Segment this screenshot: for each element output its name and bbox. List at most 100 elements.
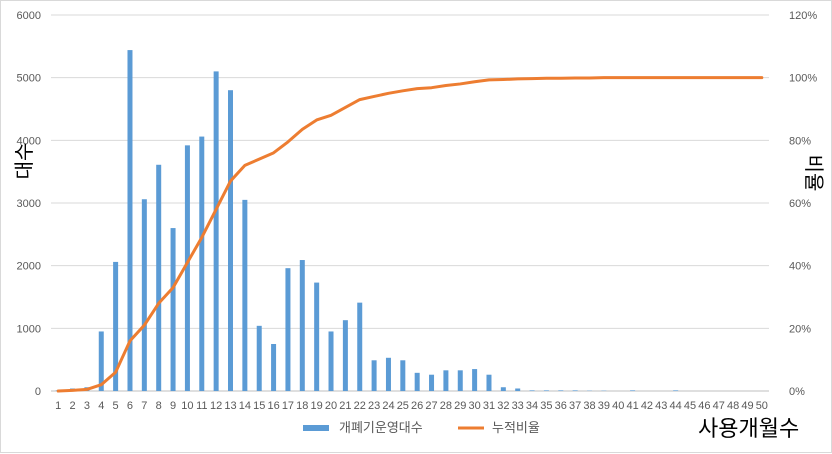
y-left-tick-label: 1000 (17, 323, 41, 335)
y-right-tick-label: 100% (789, 73, 817, 85)
x-tick-label: 34 (526, 400, 538, 412)
y-left-tick-label: 0 (35, 386, 41, 398)
x-tick-label: 37 (569, 400, 581, 412)
bar (171, 228, 176, 391)
bar (472, 369, 477, 391)
y-left-axis-title: 대수 (12, 143, 36, 180)
x-tick-label: 19 (311, 400, 323, 412)
bar (228, 90, 233, 391)
bar (329, 331, 334, 391)
x-tick-label: 49 (741, 400, 753, 412)
x-tick-label: 20 (325, 400, 337, 412)
x-tick-label: 22 (354, 400, 366, 412)
x-tick-label: 47 (713, 400, 725, 412)
x-tick-label: 48 (727, 400, 739, 412)
legend-swatch-bars (303, 425, 329, 431)
y-left-tick-label: 3000 (17, 198, 41, 210)
x-tick-label: 39 (598, 400, 610, 412)
x-tick-label: 5 (113, 400, 119, 412)
x-tick-label: 42 (641, 400, 653, 412)
bar (372, 360, 377, 391)
x-tick-label: 21 (339, 400, 351, 412)
x-tick-label: 30 (468, 400, 480, 412)
y-right-tick-label: 80% (789, 135, 811, 147)
legend-label-line: 누적비율 (492, 421, 540, 436)
bar (314, 283, 319, 391)
bar (415, 373, 420, 391)
x-tick-label: 44 (670, 400, 682, 412)
bar (673, 390, 678, 391)
bar (400, 360, 405, 391)
x-tick-label: 50 (756, 400, 768, 412)
y-left-tick-label: 5000 (17, 73, 41, 85)
x-axis-title: 사용개월수 (698, 417, 799, 442)
bar (214, 71, 219, 391)
x-tick-label: 7 (141, 400, 147, 412)
x-tick-label: 1 (55, 400, 61, 412)
cumulative-ratio-line (58, 78, 762, 391)
x-tick-label: 10 (181, 400, 193, 412)
bar (271, 344, 276, 391)
x-tick-label: 43 (655, 400, 667, 412)
x-tick-label: 17 (282, 400, 294, 412)
x-tick-label: 16 (267, 400, 279, 412)
x-tick-label: 2 (69, 400, 75, 412)
bar (486, 375, 491, 391)
bar (530, 390, 535, 391)
bar (544, 390, 549, 391)
y-right-tick-label: 20% (789, 323, 811, 335)
y-left-tick-label: 6000 (17, 10, 41, 22)
y-right-tick-label: 120% (789, 10, 817, 22)
x-tick-label: 12 (210, 400, 222, 412)
y-left-tick-label: 2000 (17, 261, 41, 273)
y-right-axis-title: 비율 (802, 155, 826, 192)
legend-label-bars: 개폐기운영대수 (339, 421, 423, 436)
bar (242, 200, 247, 391)
bar (630, 390, 635, 391)
bar (443, 370, 448, 391)
bar (300, 260, 305, 391)
bar (343, 320, 348, 391)
bar (386, 358, 391, 391)
bar (573, 390, 578, 391)
x-tick-label: 4 (98, 400, 104, 412)
x-tick-label: 29 (454, 400, 466, 412)
x-tick-label: 13 (224, 400, 236, 412)
bar (429, 375, 434, 391)
right-axis-ticks: 0% 20% 40% 60% 80% 100% 120% (789, 10, 817, 398)
y-right-tick-label: 0% (789, 386, 805, 398)
x-tick-label: 26 (411, 400, 423, 412)
bar (199, 137, 204, 391)
x-tick-label: 36 (555, 400, 567, 412)
x-tick-label: 27 (425, 400, 437, 412)
x-tick-label: 14 (239, 400, 251, 412)
x-tick-label: 35 (540, 400, 552, 412)
bar (558, 390, 563, 391)
y-right-tick-label: 40% (789, 261, 811, 273)
x-tick-label: 11 (196, 400, 207, 412)
bar (142, 199, 147, 391)
legend: 개폐기운영대수 누적비율 (303, 421, 540, 436)
x-tick-label: 8 (156, 400, 162, 412)
x-tick-label: 40 (612, 400, 624, 412)
bar (257, 326, 262, 391)
bar (458, 370, 463, 391)
x-tick-label: 15 (253, 400, 265, 412)
bar (156, 165, 161, 391)
x-tick-label: 3 (84, 400, 90, 412)
line-series (58, 78, 762, 391)
x-tick-label: 38 (583, 400, 595, 412)
x-tick-label: 31 (483, 400, 495, 412)
y-right-tick-label: 60% (789, 198, 811, 210)
bar (501, 387, 506, 391)
x-tick-label: 9 (170, 400, 176, 412)
bar (357, 303, 362, 391)
bar (285, 268, 290, 391)
x-tick-label: 41 (626, 400, 638, 412)
x-tick-label: 32 (497, 400, 509, 412)
x-tick-label: 28 (440, 400, 452, 412)
